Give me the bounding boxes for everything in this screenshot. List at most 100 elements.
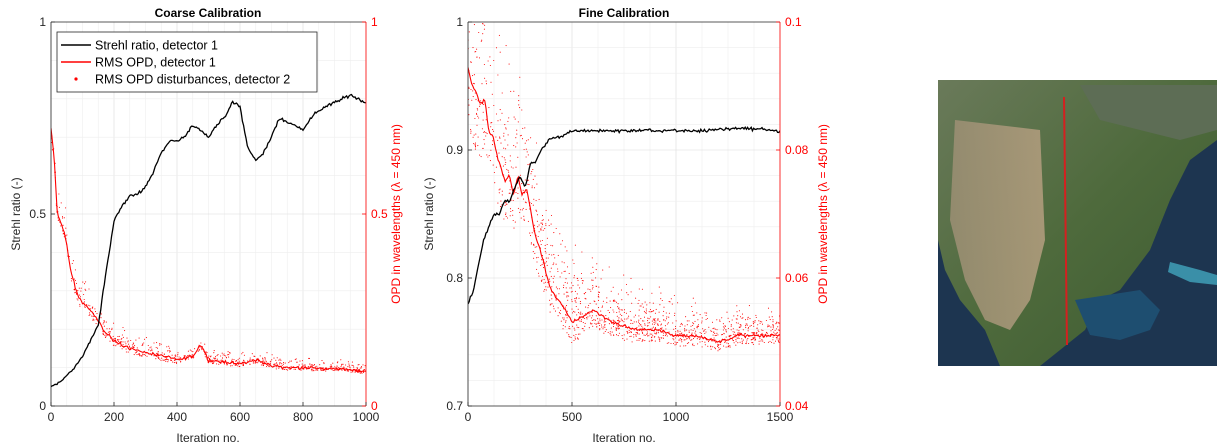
disturbance-point (213, 357, 215, 359)
disturbance-point (227, 354, 229, 356)
disturbance-point (570, 291, 572, 293)
disturbance-point (485, 119, 487, 121)
disturbance-point (776, 322, 778, 324)
disturbance-point (630, 322, 632, 325)
disturbance-point (73, 278, 75, 280)
disturbance-point (332, 362, 334, 364)
y-axis-left-label-1: Strehl ratio (-) (9, 177, 23, 250)
disturbance-point (553, 275, 555, 277)
disturbance-point (728, 335, 730, 337)
disturbance-point (295, 368, 297, 370)
disturbance-point (133, 346, 135, 348)
disturbance-point (571, 290, 573, 292)
disturbance-point (213, 350, 215, 352)
disturbance-point (473, 143, 475, 145)
disturbance-point (545, 252, 547, 254)
disturbance-point (605, 314, 607, 317)
disturbance-point (741, 338, 743, 340)
disturbance-point (235, 360, 237, 362)
disturbance-point (485, 132, 487, 134)
disturbance-point (488, 155, 490, 157)
disturbance-point (309, 363, 311, 365)
disturbance-point (660, 323, 663, 325)
disturbance-point (753, 325, 755, 327)
disturbance-point (735, 322, 737, 324)
disturbance-point (710, 337, 712, 339)
disturbance-point (688, 320, 690, 322)
disturbance-point (666, 323, 668, 325)
disturbance-point (538, 224, 540, 226)
disturbance-point (340, 366, 342, 368)
disturbance-point (282, 362, 285, 364)
y-axis-right-label-1: OPD in wavelengths (λ = 450 nm) (389, 124, 403, 304)
disturbance-point (745, 327, 747, 329)
disturbance-point (630, 319, 632, 321)
disturbance-point (579, 303, 581, 305)
disturbance-point (631, 302, 633, 304)
disturbance-point (755, 316, 757, 319)
disturbance-point (646, 335, 649, 337)
disturbance-point (540, 264, 542, 267)
disturbance-point (651, 340, 653, 342)
disturbance-point (503, 147, 505, 149)
disturbance-point (774, 329, 776, 331)
disturbance-point (772, 324, 774, 326)
disturbance-point (529, 235, 532, 237)
disturbance-point (646, 333, 648, 335)
disturbance-point (514, 221, 516, 223)
disturbance-point (502, 165, 504, 167)
disturbance-point (267, 364, 269, 366)
disturbance-point (282, 363, 284, 365)
disturbance-point (757, 329, 759, 331)
disturbance-point (482, 33, 484, 35)
disturbance-point (661, 337, 663, 339)
disturbance-point (642, 327, 644, 329)
disturbance-point (627, 317, 629, 319)
disturbance-point (591, 279, 593, 281)
disturbance-point (672, 342, 675, 345)
disturbance-point (298, 364, 300, 366)
disturbance-point (643, 320, 645, 322)
disturbance-point (760, 340, 762, 342)
disturbance-point (126, 337, 128, 339)
disturbance-point (684, 339, 686, 341)
disturbance-point (134, 352, 136, 354)
disturbance-point (151, 348, 153, 350)
disturbance-point (505, 212, 507, 214)
disturbance-point (677, 331, 679, 333)
disturbance-point (605, 329, 607, 331)
disturbance-point (566, 250, 568, 252)
disturbance-point (549, 311, 551, 313)
disturbance-point (648, 318, 650, 320)
disturbance-point (485, 83, 488, 85)
disturbance-point (509, 155, 511, 157)
disturbance-point (746, 324, 748, 326)
disturbance-point (519, 211, 521, 213)
disturbance-point (223, 353, 225, 355)
disturbance-point (685, 345, 687, 347)
disturbance-point (478, 117, 480, 119)
disturbance-point (565, 314, 567, 317)
x-axis-label-2: Iteration no. (592, 431, 655, 445)
disturbance-point (757, 324, 759, 326)
disturbance-point (754, 338, 757, 340)
disturbance-point (553, 262, 555, 264)
disturbance-point (691, 305, 693, 308)
disturbance-point (491, 122, 493, 124)
disturbance-point (362, 364, 364, 366)
disturbance-point (612, 326, 615, 328)
disturbance-point (89, 308, 91, 310)
disturbance-point (590, 272, 592, 274)
disturbance-point (701, 320, 703, 322)
disturbance-point (584, 297, 586, 299)
disturbance-point (551, 254, 553, 256)
disturbance-point (608, 266, 610, 268)
disturbance-point (649, 308, 652, 311)
disturbance-point (352, 364, 354, 367)
disturbance-point (653, 323, 655, 325)
disturbance-point (581, 282, 584, 284)
disturbance-point (534, 224, 536, 226)
disturbance-point (581, 251, 583, 253)
disturbance-point (774, 340, 777, 342)
disturbance-point (288, 362, 290, 364)
